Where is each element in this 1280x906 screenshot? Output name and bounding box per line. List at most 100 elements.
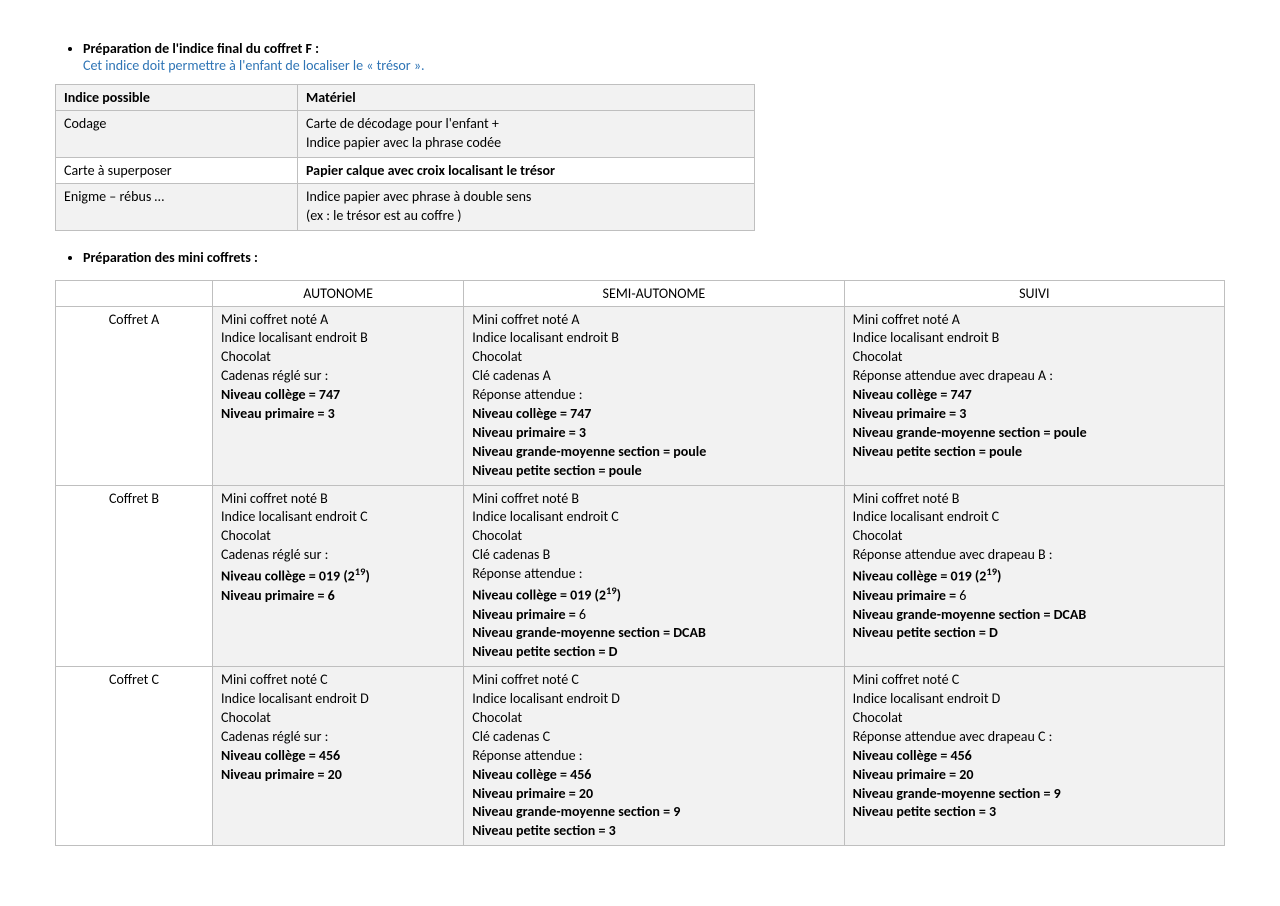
cell-line-bold: Niveau petite section = 3 <box>853 803 1216 822</box>
cell-line: Mini coffret noté B <box>472 490 835 509</box>
coffret-cell: Mini coffret noté AIndice localisant end… <box>844 306 1224 485</box>
indice-cell: Carte à superposer <box>56 157 298 183</box>
cell-line: Indice localisant endroit C <box>853 508 1216 527</box>
coffret-cell: Mini coffret noté CIndice localisant end… <box>464 667 844 846</box>
cell-line: Mini coffret noté B <box>221 490 455 509</box>
cell-line: Chocolat <box>853 709 1216 728</box>
cell-line-bold: Niveau primaire = 3 <box>853 405 1216 424</box>
cell-line-bold: Niveau petite section = D <box>853 624 1216 643</box>
indice-cell: Carte de décodage pour l'enfant +Indice … <box>298 111 755 158</box>
coffrets-header-row: AUTONOME SEMI-AUTONOME SUIVI <box>56 280 1225 306</box>
cell-line-bold: Niveau grande-moyenne section = poule <box>853 424 1216 443</box>
table-row: Coffret BMini coffret noté BIndice local… <box>56 485 1225 667</box>
section1-heading: Préparation de l'indice final du coffret… <box>83 40 319 57</box>
cell-line: Chocolat <box>221 709 455 728</box>
section1-list: Préparation de l'indice final du coffret… <box>55 40 1225 74</box>
cell-line-bold: Niveau primaire = 3 <box>472 424 835 443</box>
cell-line-bold: Niveau primaire = 20 <box>472 785 835 804</box>
cell-line: (ex : le trésor est au coffre ) <box>306 207 746 226</box>
cell-line-bold: Niveau primaire = 20 <box>221 766 455 785</box>
section1-subline: Cet indice doit permettre à l'enfant de … <box>83 57 425 74</box>
cell-line: Réponse attendue : <box>472 565 835 584</box>
coffret-cell: Mini coffret noté AIndice localisant end… <box>464 306 844 485</box>
indice-cell: Papier calque avec croix localisant le t… <box>298 157 755 183</box>
cell-line-bold: Niveau petite section = 3 <box>472 822 835 841</box>
cell-line: Indice localisant endroit B <box>853 329 1216 348</box>
cell-line: Clé cadenas A <box>472 367 835 386</box>
cell-line-bold: Niveau grande-moyenne section = 9 <box>853 785 1216 804</box>
cell-line: Mini coffret noté C <box>472 671 835 690</box>
cell-line-bold: Niveau grande-moyenne section = DCAB <box>472 624 835 643</box>
cell-line-bold: Niveau collège = 019 (219) <box>221 565 455 587</box>
cell-line-bold: Niveau collège = 456 <box>472 766 835 785</box>
indice-col1: Matériel <box>298 85 755 111</box>
cell-line: Réponse attendue avec drapeau A : <box>853 367 1216 386</box>
cell-line: Clé cadenas B <box>472 546 835 565</box>
section1-item: Préparation de l'indice final du coffret… <box>83 40 1225 74</box>
cell-line-bold: Niveau collège = 747 <box>472 405 835 424</box>
cell-line: Cadenas réglé sur : <box>221 367 455 386</box>
cell-line: Mini coffret noté A <box>853 311 1216 330</box>
coffret-row-label: Coffret A <box>56 306 213 485</box>
cell-line: Mini coffret noté A <box>472 311 835 330</box>
cell-line: Chocolat <box>853 527 1216 546</box>
cell-line-bold: Niveau grande-moyenne section = 9 <box>472 803 835 822</box>
indice-cell: Indice papier avec phrase à double sens(… <box>298 183 755 230</box>
cell-line: Chocolat <box>221 527 455 546</box>
table-row: Coffret CMini coffret noté CIndice local… <box>56 667 1225 846</box>
section2-list: Préparation des mini coffrets : <box>55 249 1225 266</box>
cell-line-bold: Niveau collège = 456 <box>853 747 1216 766</box>
cell-line-bold: Niveau primaire = 6 <box>221 587 455 606</box>
cell-line: Indice localisant endroit D <box>472 690 835 709</box>
cell-line: Réponse attendue avec drapeau C : <box>853 728 1216 747</box>
coffrets-table: AUTONOME SEMI-AUTONOME SUIVI Coffret A Mi… <box>55 280 1225 847</box>
cell-line: Mini coffret noté C <box>221 671 455 690</box>
cell-line: Indice papier avec la phrase codée <box>306 134 746 153</box>
coffrets-col-suivi: SUIVI <box>844 280 1224 306</box>
cell-line: Chocolat <box>472 709 835 728</box>
cell-line-bold: Niveau grande-moyenne section = DCAB <box>853 606 1216 625</box>
cell-line-bold: Niveau primaire = 3 <box>221 405 455 424</box>
cell-line-bold: Niveau primaire = 20 <box>853 766 1216 785</box>
coffret-row-label: Coffret C <box>56 667 213 846</box>
cell-line: Chocolat <box>853 348 1216 367</box>
cell-line-bold: Niveau grande-moyenne section = poule <box>472 443 835 462</box>
coffret-cell: Mini coffret noté CIndice localisant end… <box>213 667 464 846</box>
cell-line: Niveau primaire = 6 <box>853 587 1216 606</box>
indice-cell: Codage <box>56 111 298 158</box>
coffret-cell: Mini coffret noté CIndice localisant end… <box>844 667 1224 846</box>
cell-line: Cadenas réglé sur : <box>221 728 455 747</box>
cell-line-bold: Niveau petite section = D <box>472 643 835 662</box>
cell-line: Mini coffret noté B <box>853 490 1216 509</box>
cell-line-bold: Niveau petite section = poule <box>472 462 835 481</box>
coffret-cell: Mini coffret noté BIndice localisant end… <box>464 485 844 667</box>
indice-cell: Enigme – rébus … <box>56 183 298 230</box>
section2-heading: Préparation des mini coffrets : <box>83 249 258 266</box>
cell-line-bold: Niveau collège = 747 <box>853 386 1216 405</box>
cell-line: Niveau primaire = 6 <box>472 606 835 625</box>
cell-line: Réponse attendue : <box>472 386 835 405</box>
cell-line: Indice localisant endroit B <box>221 329 455 348</box>
cell-line: Chocolat <box>472 348 835 367</box>
cell-line-bold: Niveau collège = 456 <box>221 747 455 766</box>
cell-line: Indice papier avec phrase à double sens <box>306 188 746 207</box>
coffret-row-label: Coffret B <box>56 485 213 667</box>
cell-line: Indice localisant endroit C <box>221 508 455 527</box>
coffrets-col-autonome: AUTONOME <box>213 280 464 306</box>
coffret-cell: Mini coffret noté BIndice localisant end… <box>844 485 1224 667</box>
cell-line-bold: Niveau collège = 019 (219) <box>853 565 1216 587</box>
indice-table: Indice possible Matériel Codage Carte de… <box>55 84 755 231</box>
cell-line: Indice localisant endroit D <box>853 690 1216 709</box>
cell-line: Indice localisant endroit C <box>472 508 835 527</box>
cell-line: Réponse attendue avec drapeau B : <box>853 546 1216 565</box>
coffrets-col-semi: SEMI-AUTONOME <box>464 280 844 306</box>
cell-line: Carte de décodage pour l'enfant + <box>306 115 746 134</box>
cell-line: Clé cadenas C <box>472 728 835 747</box>
cell-line: Chocolat <box>221 348 455 367</box>
section2-item: Préparation des mini coffrets : <box>83 249 1225 266</box>
cell-line: Réponse attendue : <box>472 747 835 766</box>
coffrets-col-blank <box>56 280 213 306</box>
cell-line: Indice localisant endroit D <box>221 690 455 709</box>
table-row: Codage Carte de décodage pour l'enfant +… <box>56 111 755 158</box>
table-row: Enigme – rébus … Indice papier avec phra… <box>56 183 755 230</box>
